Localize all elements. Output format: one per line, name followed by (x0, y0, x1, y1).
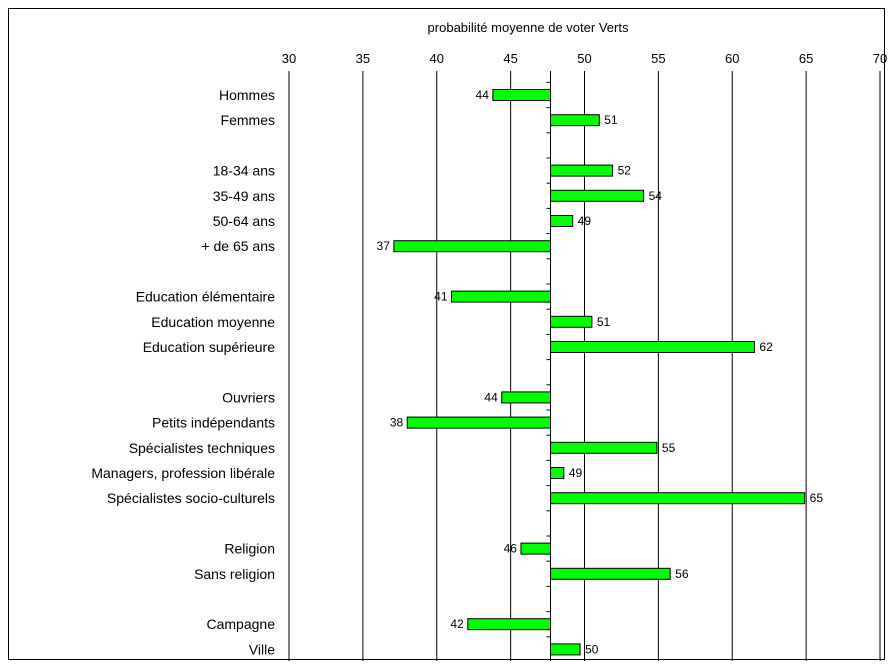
data-label: 41 (434, 290, 448, 304)
category-label: Femmes (221, 112, 275, 128)
category-label: Education moyenne (151, 314, 275, 330)
data-label: 51 (597, 315, 611, 329)
bar (393, 240, 552, 253)
bar (501, 391, 552, 404)
category-label: Petits indépendants (152, 415, 275, 431)
data-label: 54 (649, 189, 663, 203)
category-label: Ouvriers (222, 389, 275, 405)
bar (492, 89, 552, 101)
category-label: Education élémentaire (136, 289, 276, 305)
chart-frame (8, 8, 885, 660)
x-tick-label: 35 (356, 51, 370, 66)
category-label: 18-34 ans (213, 163, 275, 179)
data-label: 37 (377, 239, 391, 253)
bar (550, 643, 581, 656)
bar (550, 492, 806, 505)
data-label: 55 (662, 441, 676, 455)
category-labels: Hommes Femmes 18-34 ans 35-49 ans 50-64 ans +… (91, 87, 275, 657)
data-label: 44 (476, 88, 490, 102)
data-label: 52 (618, 164, 632, 178)
x-axis-title: probabilité moyenne de voter Verts (428, 20, 629, 35)
bar (550, 441, 658, 454)
category-label: 50-64 ans (213, 213, 275, 229)
data-label: 50 (585, 642, 599, 656)
data-label: 65 (810, 491, 824, 505)
category-label: Religion (224, 541, 275, 557)
x-tick-label: 50 (577, 51, 591, 66)
category-label: Sans religion (194, 566, 275, 582)
data-labels: 44 51 52 54 49 37 41 51 62 44 38 55 49 65 46 56 42 50 (377, 88, 824, 656)
x-tick-label: 70 (873, 51, 887, 66)
x-tick-label: 40 (430, 51, 444, 66)
bar (451, 290, 552, 303)
bars (393, 89, 806, 656)
category-label: Education supérieure (143, 339, 276, 355)
category-label: Spécialistes techniques (129, 440, 275, 456)
bar (550, 341, 755, 353)
data-label: 56 (675, 567, 689, 581)
data-label: 51 (604, 113, 618, 127)
category-label: Hommes (219, 87, 275, 103)
bar (406, 416, 552, 429)
bar (550, 215, 574, 227)
x-tick-label: 60 (725, 51, 739, 66)
category-label: + de 65 ans (201, 238, 275, 254)
data-label: 42 (450, 617, 464, 631)
x-tick-label: 45 (503, 51, 517, 66)
category-label: Campagne (207, 616, 276, 632)
x-tick-label: 65 (799, 51, 813, 66)
bar (467, 618, 552, 631)
bar (520, 542, 552, 555)
data-label: 49 (578, 214, 592, 228)
x-tick-label: 30 (282, 51, 296, 66)
category-label: Spécialistes socio-culturels (107, 490, 275, 506)
bar (550, 567, 671, 580)
x-tick-label: 55 (651, 51, 665, 66)
data-label: 46 (504, 542, 518, 556)
bar (550, 114, 600, 127)
data-label: 62 (759, 340, 773, 354)
data-label: 44 (484, 390, 498, 404)
category-label: Ville (249, 641, 275, 657)
bar (550, 164, 614, 177)
bar (550, 315, 593, 328)
category-label: 35-49 ans (213, 188, 275, 204)
data-label: 38 (390, 416, 404, 430)
x-tick-labels: 30 35 40 45 50 55 60 65 70 (282, 51, 887, 66)
bar (550, 467, 565, 479)
category-label: Managers, profession libérale (91, 465, 275, 481)
data-label: 49 (569, 466, 583, 480)
bar (550, 189, 645, 202)
